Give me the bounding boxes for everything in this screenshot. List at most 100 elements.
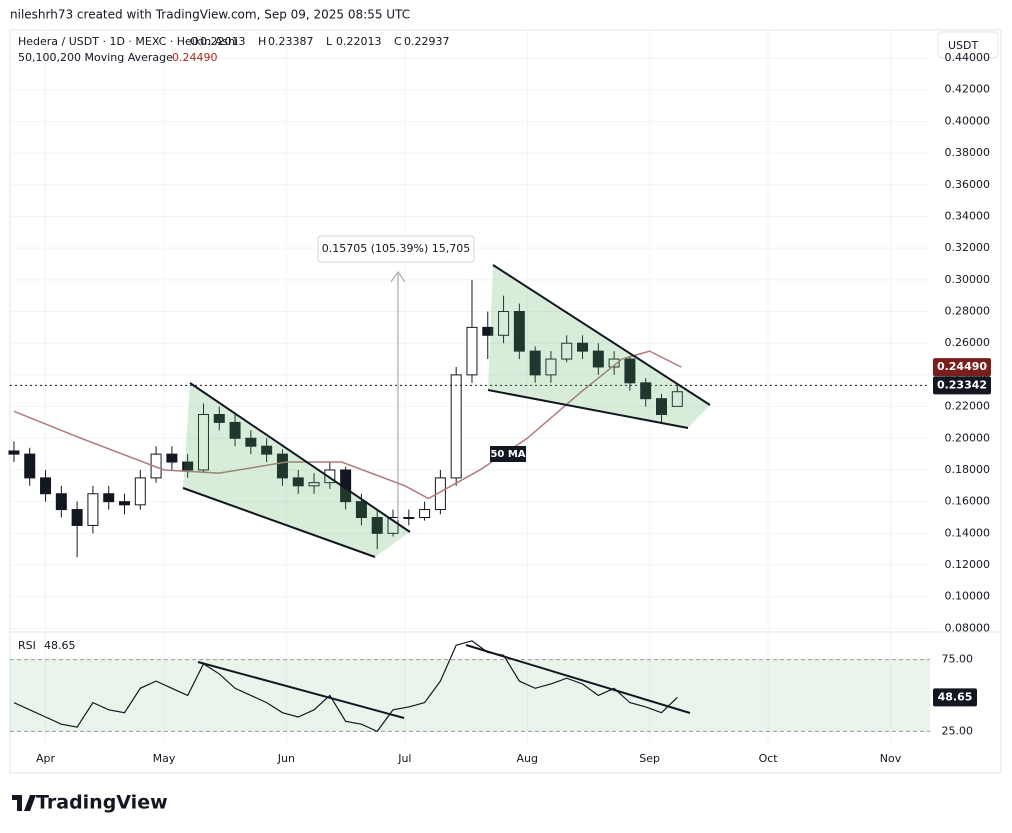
y-tick-label: 0.40000: [945, 114, 991, 127]
candle-body: [592, 350, 604, 368]
x-tick-label: Jul: [397, 752, 411, 765]
ohlc-label: O: [190, 35, 199, 48]
candle-body: [545, 358, 557, 376]
ma-tag: [490, 446, 526, 462]
y-tick-label: 0.18000: [945, 463, 991, 476]
candle-body: [577, 342, 589, 352]
rsi-line: [13, 640, 678, 733]
y-tick-label: 0.26000: [945, 336, 991, 349]
chart-frame: [9, 29, 1002, 774]
rsi-tag-label: 48.65: [938, 690, 973, 703]
trendline: [182, 487, 376, 558]
ohlc-label: C: [394, 35, 402, 48]
y-tick-label: 0.34000: [945, 209, 991, 222]
candle-body: [656, 398, 668, 416]
y-tick-label: 0.20000: [945, 431, 991, 444]
candle-body: [387, 517, 399, 534]
rsi-band: [10, 659, 930, 732]
ma-price-label: 0.24490: [937, 360, 987, 373]
candle-body: [450, 374, 462, 479]
candle-body: [213, 414, 225, 423]
candle-body: [8, 450, 20, 455]
trendline: [189, 382, 411, 533]
ma-legend: 50,100,200 Moving Average: [18, 51, 173, 64]
candle-body: [403, 517, 415, 520]
chart-title: Hedera / USDT · 1D · MEXC · Heikin Ashi: [18, 35, 238, 48]
candle-body: [245, 437, 257, 447]
candle-body: [498, 311, 510, 336]
x-tick-label: Aug: [517, 752, 538, 765]
wedge-fill: [183, 383, 410, 557]
candle-body: [434, 477, 446, 511]
candle-body: [513, 311, 525, 352]
candle-body: [229, 421, 241, 439]
y-tick-label: 0.14000: [945, 526, 991, 539]
y-tick-label: 0.28000: [945, 305, 991, 318]
candle-body: [103, 493, 115, 503]
rsi-title: RSI: [18, 639, 36, 652]
x-tick-label: Sep: [639, 752, 660, 765]
candle-body: [24, 453, 36, 479]
y-tick-label: 0.32000: [945, 241, 991, 254]
y-tick-label: 75.00: [942, 653, 974, 666]
ohlc-value: 0.22013: [336, 35, 382, 48]
candle-body: [466, 326, 478, 376]
ma-annotation: 50 MA: [490, 449, 525, 460]
currency-label[interactable]: USDT: [948, 39, 979, 52]
y-tick-label: 25.00: [942, 724, 974, 737]
candle-body: [482, 326, 494, 336]
last-price-label: 0.23342: [937, 378, 987, 391]
x-tick-label: Oct: [759, 752, 779, 765]
ma-legend-value: 0.24490: [172, 51, 218, 64]
candle-body: [640, 382, 652, 400]
rsi-tag: [933, 688, 977, 707]
ohlc-value: 0.22937: [404, 35, 450, 48]
drawings: 0.15705 (105.39%) 15,705: [182, 235, 711, 719]
last-price-tag: [933, 376, 991, 395]
trendline: [487, 389, 689, 429]
candle-body: [40, 477, 52, 495]
x-tick-label: May: [153, 752, 176, 765]
candle-body: [529, 350, 541, 376]
x-tick-label: Jun: [277, 752, 295, 765]
candle-body: [608, 358, 620, 368]
candle-body: [197, 414, 209, 471]
y-tick-label: 0.36000: [945, 178, 991, 191]
ohlc-value: 0.22013: [200, 35, 246, 48]
y-tick-label: 0.44000: [945, 51, 991, 64]
candle-body: [182, 461, 194, 471]
rsi-trendline: [197, 661, 405, 719]
candle-body: [624, 358, 636, 384]
currency-button[interactable]: [937, 31, 999, 59]
measure-arrow: [390, 271, 406, 283]
x-tick-label: Nov: [880, 752, 902, 765]
rsi-trendline: [465, 644, 691, 714]
candle-body: [308, 482, 320, 487]
candle-body: [55, 493, 67, 511]
logo: TradingView: [36, 792, 168, 814]
logo-icon: [12, 795, 36, 811]
y-tick-label: 0.08000: [945, 621, 991, 634]
candle-body: [71, 509, 83, 526]
candle-body: [150, 453, 162, 479]
candle-body: [671, 391, 683, 407]
rsi-legend-value: 48.65: [44, 639, 76, 652]
candle-body: [119, 501, 131, 506]
ohlc-value: 0.23387: [268, 35, 314, 48]
y-tick-label: 0.38000: [945, 146, 991, 159]
x-tick-label: Apr: [36, 752, 56, 765]
candle-body: [419, 509, 431, 519]
candle-body: [261, 445, 273, 455]
ohlc-label: L: [326, 35, 333, 48]
wedge-fill: [488, 265, 710, 428]
ohlc-label: H: [258, 35, 266, 48]
measure-label: 0.15705 (105.39%) 15,705: [322, 242, 471, 255]
y-tick-label: 0.12000: [945, 558, 991, 571]
y-tick-label: 0.42000: [945, 83, 991, 96]
moving-average: [13, 350, 682, 500]
candle-body: [276, 453, 288, 479]
candle-body: [371, 517, 383, 534]
candle-body: [134, 477, 146, 506]
y-tick-label: 0.10000: [945, 590, 991, 603]
